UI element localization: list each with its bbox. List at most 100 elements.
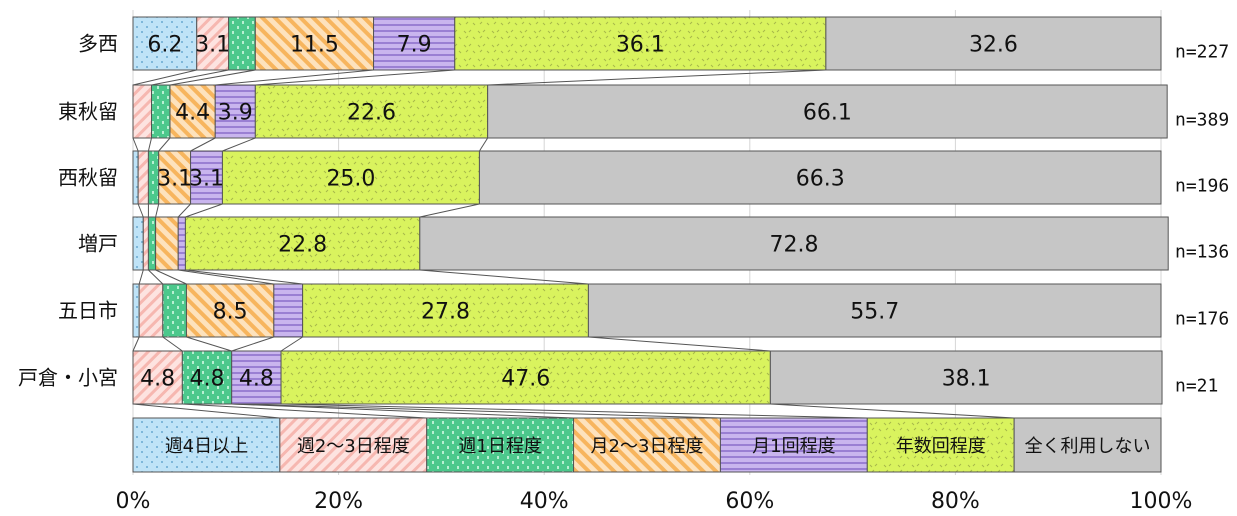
category-label: 多西 <box>78 32 118 56</box>
bar-segment <box>132 350 183 405</box>
labels: 0% 20% 40% 60% 80% 100% 6.2 3.1 11.5 7.9 36.1 32.6 多… <box>18 32 1229 515</box>
series-connector-lines <box>132 69 1015 419</box>
legend-connector-line <box>182 403 427 419</box>
bar-segment <box>196 16 230 71</box>
legend-label: 週1日程度 <box>458 436 541 457</box>
series-connector-line <box>137 203 144 218</box>
sample-size-label: n=176 <box>1175 309 1229 330</box>
data-label: 72.8 <box>770 233 819 258</box>
bar-segment <box>132 283 140 338</box>
bar-segment <box>825 16 1162 71</box>
data-label: 7.9 <box>397 33 432 58</box>
bar-segment <box>185 283 275 338</box>
series-connector-line <box>222 137 256 152</box>
legend-connector-line <box>231 403 721 419</box>
category-label: 増戸 <box>78 232 118 256</box>
sample-size-label: n=136 <box>1175 242 1229 263</box>
series-connector-line <box>185 203 223 218</box>
x-tick-label: 80% <box>931 489 980 514</box>
bar-segment <box>169 84 216 139</box>
bar-segment <box>184 216 421 271</box>
series-connector-line <box>419 203 480 218</box>
bar-segment <box>228 16 256 71</box>
legend-label: 週4日以上 <box>165 436 248 457</box>
series-connector-line <box>588 336 771 352</box>
data-label: 4.8 <box>140 367 175 392</box>
x-tick-label: 40% <box>520 489 569 514</box>
sample-size-label: n=389 <box>1175 110 1229 131</box>
series-connector-line <box>158 137 171 152</box>
series-connector-line <box>177 203 191 218</box>
bar-segment <box>373 16 456 71</box>
bar-segment <box>587 283 1162 338</box>
series-connector-line <box>138 269 144 285</box>
legend-label: 年数回程度 <box>896 436 986 457</box>
series-connector-line <box>147 137 152 152</box>
data-label: 4.4 <box>175 101 210 126</box>
legend-connector-line <box>281 403 868 419</box>
series-connector-line <box>487 69 826 86</box>
bar-segment <box>151 84 171 139</box>
data-label: 66.3 <box>796 167 845 192</box>
bar-segment <box>137 150 149 205</box>
legend-connector-line <box>132 403 280 419</box>
bar-segment <box>142 216 149 271</box>
legend-swatch <box>1013 417 1162 473</box>
bar-segment <box>254 16 375 71</box>
legend-swatch <box>866 417 1015 473</box>
series-connector-line <box>132 69 197 86</box>
bar-segment <box>254 84 489 139</box>
bar-segment <box>231 350 282 405</box>
category-label: 五日市 <box>58 299 118 323</box>
series-connector-line <box>190 137 216 152</box>
bar-segment <box>132 16 198 71</box>
bar-segment <box>478 150 1162 205</box>
data-label: 22.8 <box>278 233 327 258</box>
data-label: 8.5 <box>213 300 248 325</box>
series-connector-line <box>186 336 232 352</box>
series-connector-line <box>148 269 164 285</box>
data-label: 4.8 <box>190 367 225 392</box>
bar-segment <box>132 216 144 271</box>
bar-segment <box>147 216 157 271</box>
series-connector-line <box>162 336 183 352</box>
series-connector-line <box>231 336 274 352</box>
data-label: 66.1 <box>803 101 852 126</box>
series-connector-line <box>155 203 160 218</box>
legend-swatch <box>719 417 868 473</box>
data-label: 38.1 <box>942 367 991 392</box>
x-tick-label: 60% <box>725 489 774 514</box>
legend-connector-line <box>231 403 574 419</box>
data-label: 3.1 <box>195 33 230 58</box>
series-connector-line <box>178 269 274 285</box>
series-connector-line <box>255 69 455 86</box>
x-tick-label: 100% <box>1130 489 1193 514</box>
bar-segment <box>221 150 480 205</box>
bar-segment <box>132 84 153 139</box>
x-tick-label: 20% <box>314 489 363 514</box>
legend-label: 週2～3日程度 <box>297 436 410 457</box>
legend-swatch <box>279 417 428 473</box>
series-connector-line <box>132 137 139 152</box>
data-label: 3.1 <box>189 167 224 192</box>
bar-segment <box>454 16 827 71</box>
data-label: 32.6 <box>969 33 1018 58</box>
bar-segment <box>302 283 589 338</box>
bar-segment <box>162 283 187 338</box>
series-connector-line <box>185 269 303 285</box>
category-label: 東秋留 <box>58 100 118 124</box>
data-label: 55.7 <box>850 300 899 325</box>
bars <box>132 16 1169 473</box>
bar-segment <box>419 216 1169 271</box>
data-label: 11.5 <box>290 33 339 58</box>
bar-segment <box>158 150 192 205</box>
category-label: 戸倉・小宮 <box>18 366 118 390</box>
data-label: 36.1 <box>616 33 665 58</box>
series-connector-line <box>155 269 187 285</box>
series-connector-line <box>280 336 303 352</box>
bar-segment <box>138 283 164 338</box>
series-connector-line <box>151 69 229 86</box>
data-label: 6.2 <box>147 33 182 58</box>
legend-label: 全く利用しない <box>1025 436 1151 457</box>
